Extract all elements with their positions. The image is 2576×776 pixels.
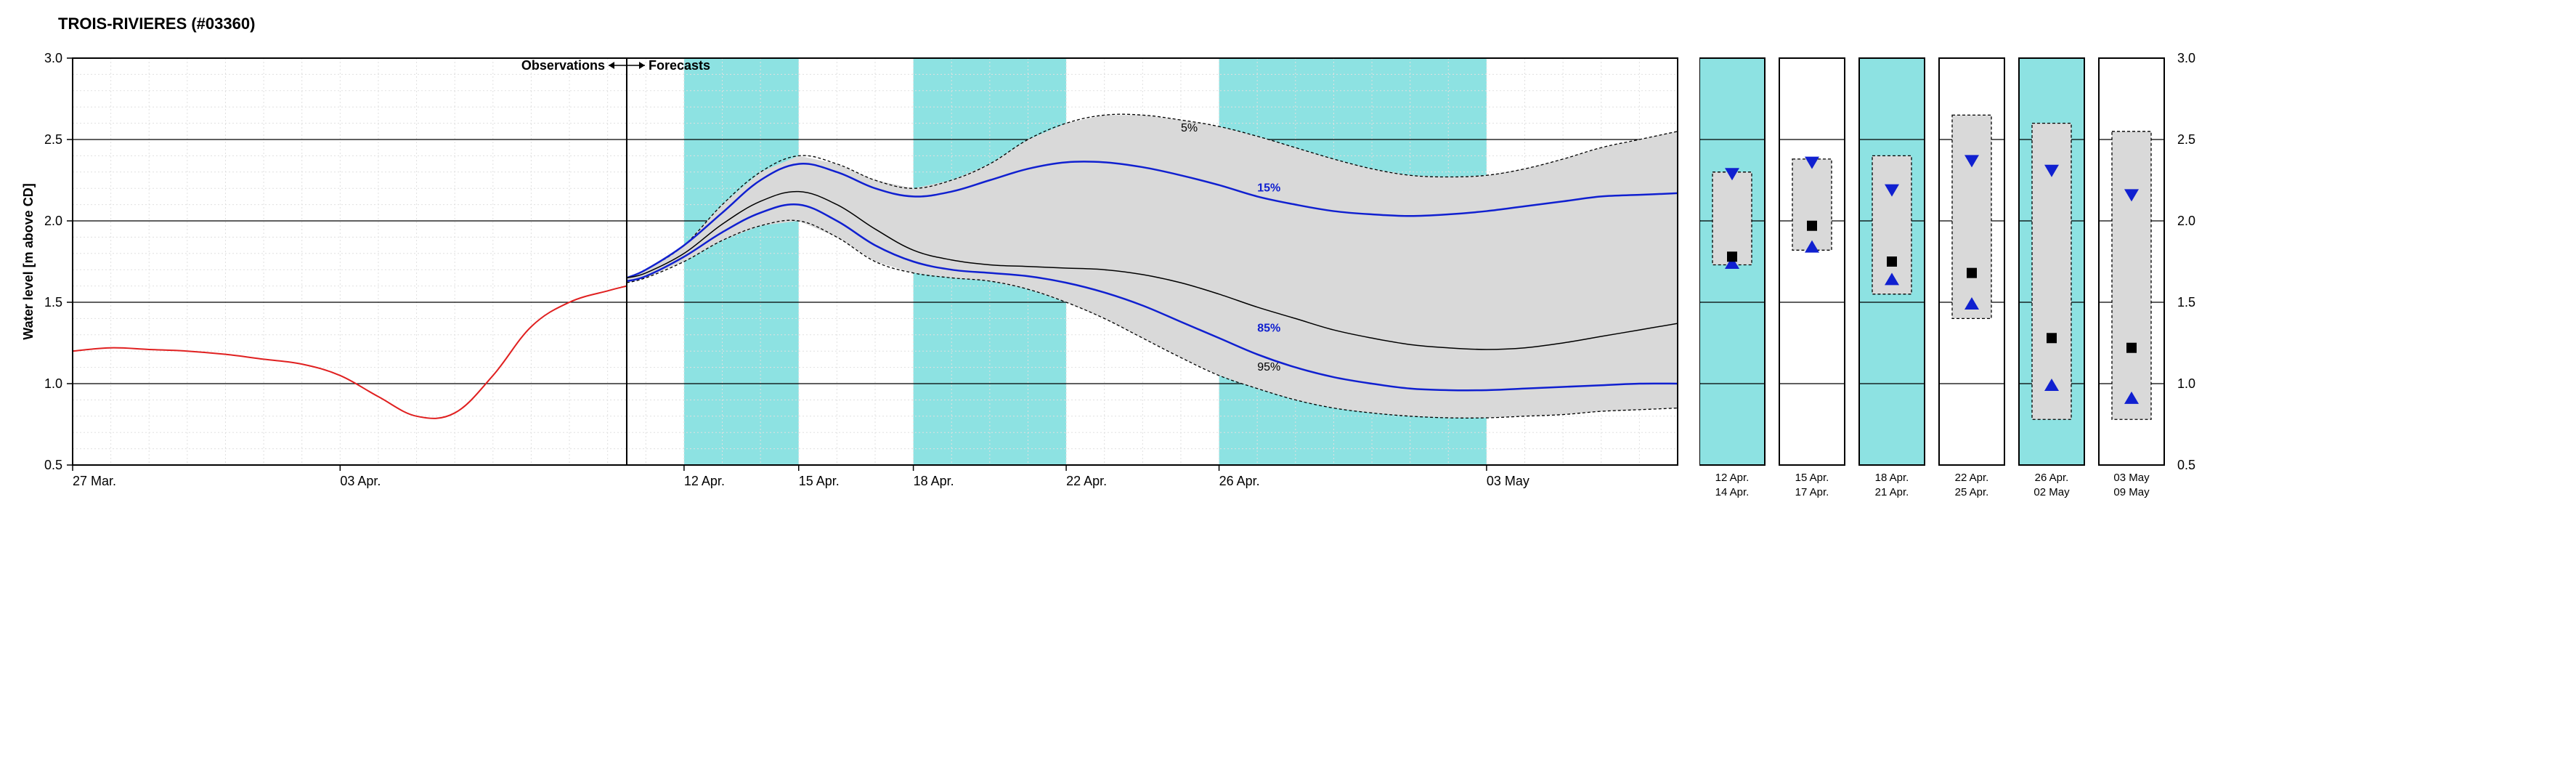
svg-text:22 Apr.: 22 Apr. (1955, 472, 1989, 484)
svg-text:02 May: 02 May (2033, 486, 2070, 498)
svg-text:26 Apr.: 26 Apr. (2035, 472, 2069, 484)
svg-text:Forecasts: Forecasts (649, 58, 710, 73)
main-chart: 0.5 1.0 1.5 2.0 2.5 3.0 Water level [m above C… (15, 36, 1685, 501)
svg-text:22 Apr.: 22 Apr. (1066, 474, 1107, 488)
svg-text:1.5: 1.5 (2177, 295, 2195, 310)
svg-text:1.0: 1.0 (44, 376, 62, 391)
svg-text:Water level [m above CD]: Water level [m above CD] (21, 183, 36, 339)
svg-text:25 Apr.: 25 Apr. (1955, 486, 1989, 498)
svg-text:1.5: 1.5 (44, 295, 62, 310)
svg-text:2.0: 2.0 (44, 214, 62, 228)
svg-text:1.0: 1.0 (2177, 376, 2195, 391)
svg-text:17 Apr.: 17 Apr. (1795, 486, 1829, 498)
svg-text:18 Apr.: 18 Apr. (914, 474, 954, 488)
svg-text:Observations: Observations (521, 58, 605, 73)
svg-text:0.5: 0.5 (2177, 458, 2195, 472)
svg-text:12 Apr.: 12 Apr. (684, 474, 725, 488)
svg-text:0.5: 0.5 (44, 458, 62, 472)
svg-text:14 Apr.: 14 Apr. (1715, 486, 1750, 498)
svg-text:15 Apr.: 15 Apr. (1795, 472, 1829, 484)
svg-text:18 Apr.: 18 Apr. (1875, 472, 1909, 484)
svg-text:03 Apr.: 03 Apr. (340, 474, 381, 488)
svg-text:15%: 15% (1257, 182, 1280, 195)
svg-text:3.0: 3.0 (44, 51, 62, 65)
svg-text:2.5: 2.5 (2177, 132, 2195, 147)
svg-text:03 May: 03 May (2113, 472, 2150, 484)
svg-text:2.5: 2.5 (44, 132, 62, 147)
svg-text:15 Apr.: 15 Apr. (799, 474, 840, 488)
right-panels: 12 Apr. 14 Apr. 15 Apr. 17 Apr. 18 Apr. 21 Ap… (1699, 36, 2215, 516)
svg-text:95%: 95% (1257, 361, 1280, 373)
svg-text:09 May: 09 May (2113, 486, 2150, 498)
svg-text:26 Apr.: 26 Apr. (1219, 474, 1260, 488)
svg-text:85%: 85% (1257, 322, 1280, 334)
svg-text:21 Apr.: 21 Apr. (1875, 486, 1909, 498)
chart-container: 0.5 1.0 1.5 2.0 2.5 3.0 Water level [m above C… (15, 36, 2561, 516)
svg-text:5%: 5% (1181, 122, 1198, 134)
svg-text:12 Apr.: 12 Apr. (1715, 472, 1750, 484)
svg-text:3.0: 3.0 (2177, 51, 2195, 65)
chart-title: TROIS-RIVIERES (#03360) (58, 15, 2561, 33)
svg-text:2.0: 2.0 (2177, 214, 2195, 228)
svg-text:27 Mar.: 27 Mar. (73, 474, 116, 488)
svg-text:03 May: 03 May (1487, 474, 1529, 488)
